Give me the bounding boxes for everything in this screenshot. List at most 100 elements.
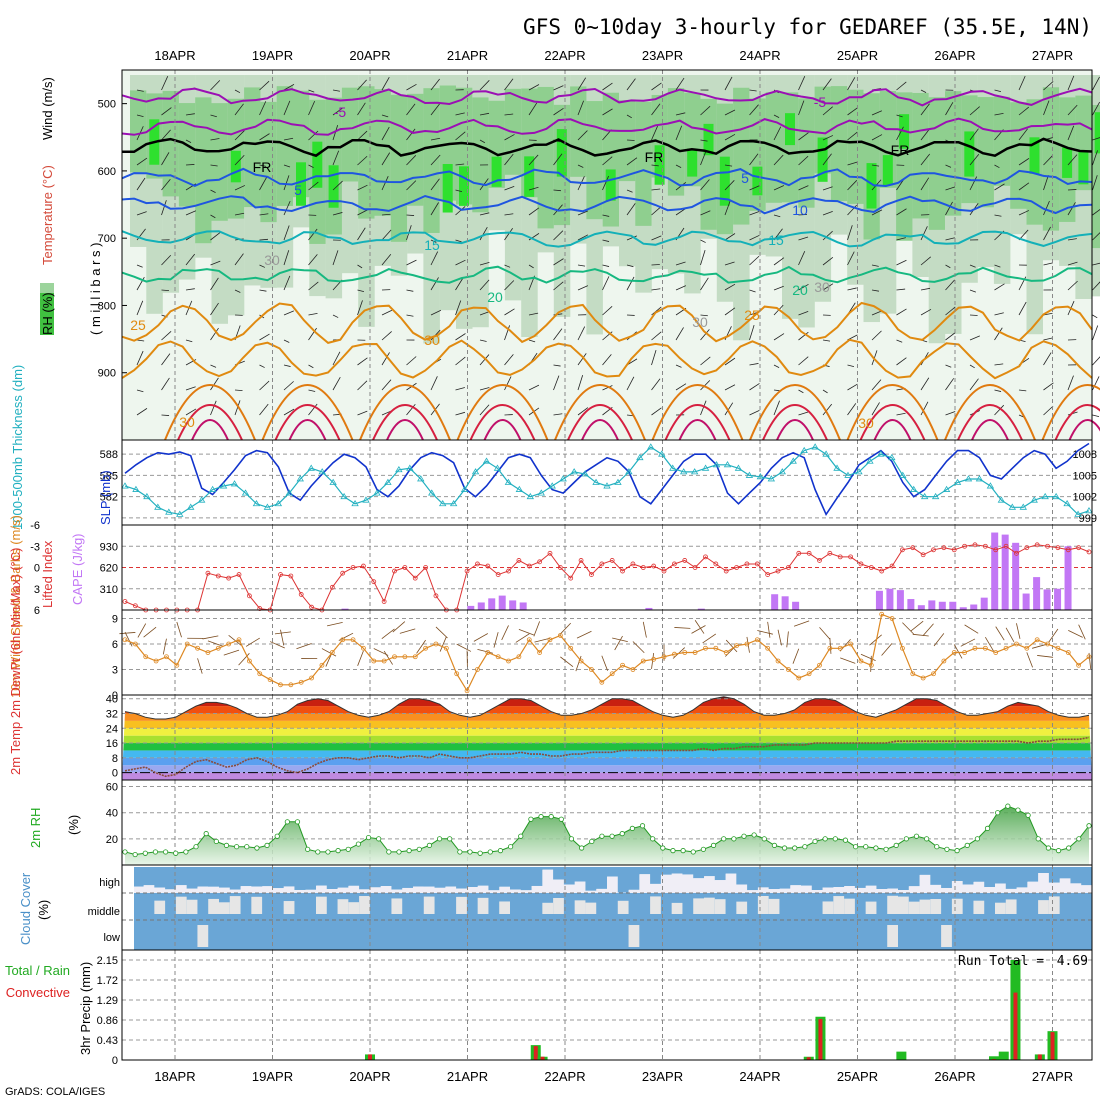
wind-barb — [1092, 281, 1100, 291]
wind-barb — [969, 314, 978, 316]
wind-barb — [161, 129, 171, 141]
temp-dewpt-series — [124, 696, 1090, 778]
lifted-index-point — [806, 550, 812, 556]
wind-barb — [773, 364, 780, 368]
cloud-high-cell — [262, 867, 274, 887]
thickness-marker — [340, 492, 348, 500]
wind-barb — [185, 139, 192, 143]
wind-speed-point — [682, 650, 688, 655]
wind-barb — [136, 177, 146, 191]
lifted-index-point — [796, 550, 802, 556]
wind-barb — [577, 77, 587, 91]
cape-bar — [949, 601, 957, 610]
wind-speed-point — [568, 645, 574, 651]
thickness-marker — [658, 450, 666, 457]
cloud-high-cell — [887, 867, 899, 889]
wind-barb — [185, 253, 196, 266]
wind-barb-10m — [162, 638, 167, 655]
wind-barb — [332, 150, 340, 166]
cloud-high-clear — [423, 886, 436, 893]
wind-barb — [798, 311, 809, 316]
thickness-marker — [537, 489, 545, 496]
wind-barb — [455, 189, 463, 193]
wind-barb — [381, 152, 391, 166]
wind-barb — [675, 383, 687, 391]
cloud-high-clear — [574, 881, 586, 893]
wind-barb — [1092, 76, 1100, 91]
wind-barb-10m — [137, 623, 147, 638]
wind-barb — [528, 339, 536, 343]
wind-barb — [847, 383, 858, 391]
cloud-high-clear — [757, 887, 770, 893]
wind-barb — [920, 401, 929, 416]
wind-barb — [700, 210, 711, 216]
wind-barb — [504, 113, 514, 116]
cloud-mid-clear — [887, 895, 899, 914]
wind-barb — [504, 78, 514, 91]
cloud-high-cell — [1027, 867, 1039, 882]
lifted-index-series — [122, 542, 1092, 613]
cloud-high-clear — [466, 887, 479, 893]
cape-bar — [917, 605, 925, 610]
wind-barb — [381, 114, 389, 118]
cape-bar — [1054, 588, 1062, 610]
cloud-low-cell — [175, 920, 188, 950]
lifted-index-point — [537, 559, 543, 565]
wind-barb — [749, 153, 759, 166]
rh-point — [690, 849, 696, 855]
cloud-high-clear — [186, 888, 198, 893]
wind-barb — [626, 78, 636, 91]
cape-bar — [467, 605, 475, 610]
cloud-high-cell — [197, 867, 209, 887]
wind-barb — [896, 259, 907, 266]
wind-barb — [357, 102, 366, 116]
wind-barb — [283, 84, 295, 91]
cloud-low-cell — [930, 920, 942, 950]
rh-point — [264, 842, 270, 848]
wind-barb — [626, 203, 636, 216]
wind-barb — [724, 233, 736, 241]
cloud-mid-clear — [951, 898, 964, 914]
lifted-index-point — [858, 561, 864, 567]
temp-band — [122, 757, 1092, 766]
wind-barb-10m — [1037, 655, 1054, 658]
wind-barb — [406, 404, 416, 416]
thickness-marker — [526, 492, 535, 500]
wind-barb — [773, 126, 782, 141]
wind-barb — [945, 201, 953, 216]
thickness-marker — [406, 464, 414, 471]
rh-cell — [358, 86, 375, 219]
isotherm-45 — [581, 419, 619, 441]
rh-point — [913, 833, 920, 839]
cloud-high-cell — [326, 867, 339, 890]
cloud-high-cell — [369, 867, 382, 888]
wind-barb — [161, 377, 170, 391]
wind-barb — [896, 357, 907, 366]
cloud-low-cell — [434, 920, 446, 950]
cloud-low-cell — [520, 920, 533, 950]
cloud-high-clear — [779, 888, 791, 893]
rh-point — [122, 849, 128, 855]
rh-point — [548, 814, 554, 820]
thickness-marker — [997, 496, 1006, 503]
cape-bar — [959, 607, 967, 610]
wind-barb — [945, 306, 956, 316]
cloud-mid-cell — [725, 893, 737, 920]
wind-barb — [357, 209, 368, 216]
rh-point — [670, 848, 676, 854]
wind-barb — [161, 330, 172, 341]
wind-barb — [798, 356, 809, 366]
cloud-low-cell — [984, 920, 996, 950]
upper-wind-barbs — [136, 75, 1100, 418]
thickness-marker — [143, 492, 151, 500]
wind-barb — [210, 80, 221, 91]
wind-barb — [210, 400, 217, 416]
cloud-mid-cell — [854, 893, 867, 920]
precip-tick: 0.43 — [97, 1035, 118, 1047]
wind-barb — [871, 402, 880, 416]
rh-cell-high — [556, 129, 567, 177]
lifted-index-tick: 6 — [34, 605, 40, 617]
cape-bar — [1043, 589, 1051, 610]
wind-barb — [920, 308, 932, 316]
wind-barb — [479, 404, 490, 416]
